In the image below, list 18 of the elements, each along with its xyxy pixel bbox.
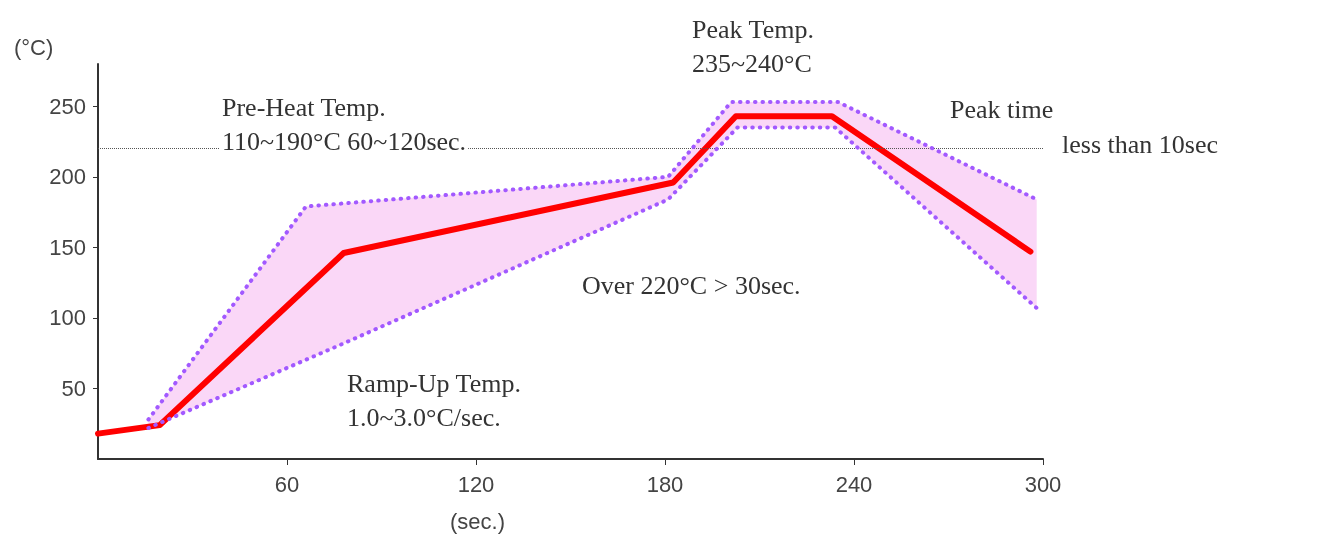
x-tick-label: 120 (457, 471, 495, 497)
x-axis-title: (sec.) (450, 508, 505, 534)
text: less than 10sec (1062, 129, 1218, 159)
annotation: Peak time (950, 94, 1054, 124)
y-tick-label: 50 (61, 375, 86, 401)
x-tick-label: 60 (274, 471, 300, 497)
annotation: Pre-Heat Temp. 110~190°C 60~120sec. (222, 92, 467, 156)
y-tick-label: 250 (49, 93, 86, 119)
x-tick-label: 180 (646, 471, 684, 497)
annotation: Peak Temp. 235~240°C (692, 14, 814, 78)
x-tick-label: 300 (1024, 471, 1062, 497)
x-tick-label: 240 (835, 471, 873, 497)
annotation: Over 220°C > 30sec. (582, 270, 801, 300)
y-tick-label: 150 (49, 234, 86, 260)
y-tick-label: 100 (49, 305, 86, 331)
y-tick-label: 200 (49, 164, 86, 190)
y-axis-title: (°C) (14, 34, 54, 60)
annotation: Ramp-Up Temp. 1.0~3.0°C/sec. (347, 368, 521, 432)
